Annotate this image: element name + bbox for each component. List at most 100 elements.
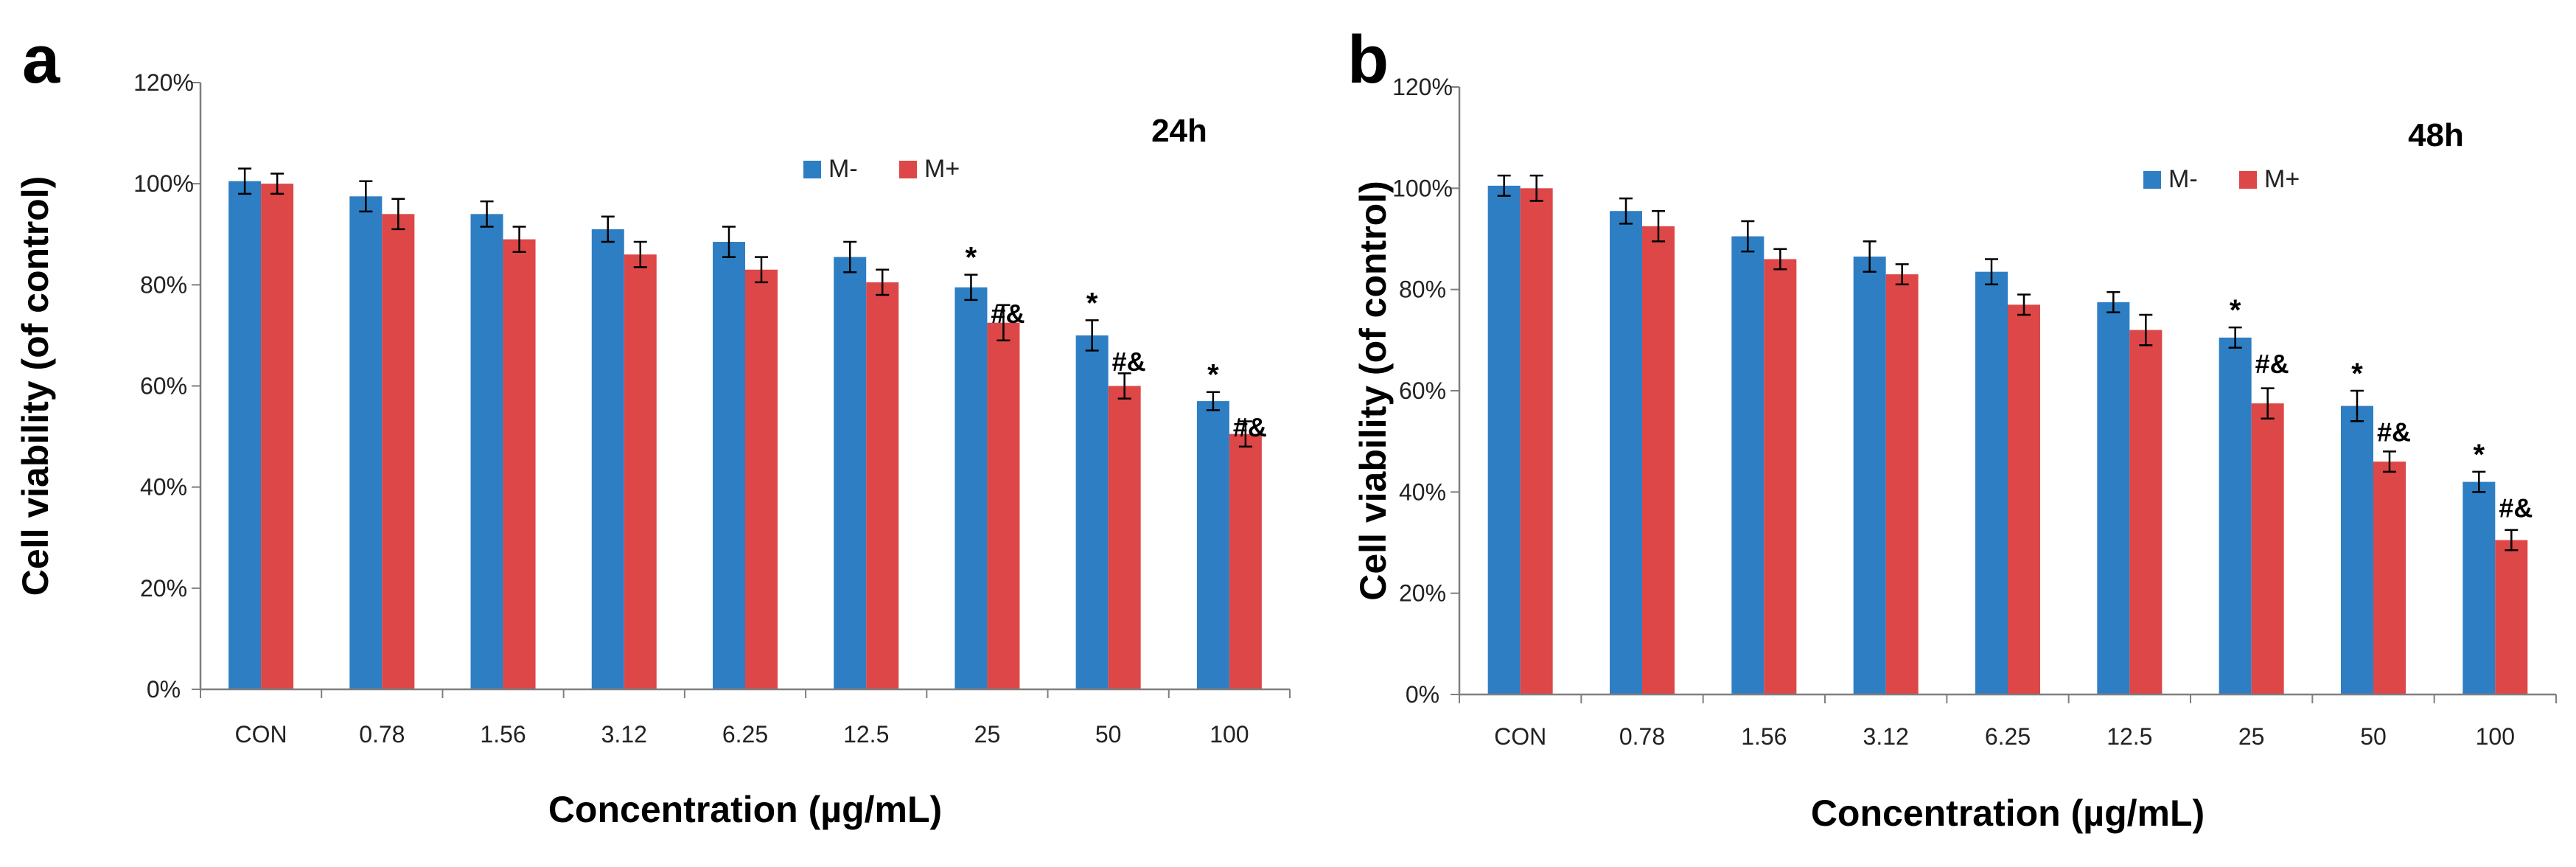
bar-m-plus [2373, 462, 2406, 694]
y-axis-label: Cell viability (of control) [15, 176, 56, 596]
bar-m-plus [1520, 188, 1553, 695]
y-tick-label: 100% [133, 170, 194, 197]
legend-swatch-m-plus [899, 161, 917, 178]
y-tick-label: 40% [140, 474, 187, 501]
bar-m-minus [2097, 302, 2130, 694]
x-tick-label: 50 [1095, 721, 1122, 748]
y-tick-label: 20% [1399, 580, 1446, 607]
bar-m-plus [2129, 330, 2163, 694]
significance-star: * [1207, 359, 1219, 391]
bar-m-minus [2341, 405, 2373, 694]
bar-m-minus [470, 214, 503, 690]
bar-m-minus [2462, 481, 2496, 694]
bar-m-minus [2219, 337, 2252, 694]
y-tick-label: 20% [140, 575, 187, 602]
bar-m-minus [834, 257, 867, 689]
legend-swatch-m-minus [803, 161, 821, 178]
legend-swatch-m-minus [2143, 171, 2161, 189]
bar-m-plus [2495, 540, 2528, 694]
x-tick-label: 1.56 [1741, 723, 1787, 750]
significance-star: * [1086, 287, 1098, 319]
x-tick-label: CON [235, 721, 287, 748]
y-axis-label: Cell viability (of control) [1352, 181, 1394, 600]
x-tick-label: 1.56 [480, 721, 526, 748]
bar-m-plus [1642, 226, 1675, 694]
x-tick-label: 6.25 [722, 721, 768, 748]
bar-m-minus [954, 287, 988, 689]
bar-m-plus [624, 254, 657, 689]
bar-m-plus [1108, 386, 1141, 689]
bar-m-minus [1196, 401, 1229, 689]
bar-m-minus [1610, 211, 1642, 694]
y-tick-label: 120% [133, 69, 194, 96]
panel-label: a [22, 22, 60, 97]
x-tick-label: 0.78 [359, 721, 405, 748]
y-tick-label: 80% [140, 271, 187, 298]
bar-m-minus [1975, 271, 2008, 695]
x-tick-label: 3.12 [1863, 723, 1909, 750]
x-tick-label: 3.12 [601, 721, 647, 748]
bar-m-plus [1885, 274, 1919, 695]
bar-m-plus [866, 282, 899, 689]
significance-hash: #& [991, 299, 1025, 329]
significance-star: * [2351, 358, 2363, 390]
x-tick-label: 0.78 [1619, 723, 1665, 750]
bar-m-minus [1487, 185, 1521, 694]
bar-m-minus [349, 196, 383, 689]
x-tick-label: CON [1494, 723, 1546, 750]
significance-star: * [966, 242, 977, 274]
legend-label: M+ [2264, 165, 2300, 193]
bar-m-plus [2008, 304, 2040, 694]
y-tick-label: 100% [1392, 175, 1453, 201]
x-tick-label: 6.25 [1985, 723, 2031, 750]
y-tick-label: 0% [147, 676, 181, 703]
bar-m-minus [1853, 257, 1886, 694]
time-label: 48h [2408, 117, 2464, 153]
x-tick-label: 100 [1210, 721, 1249, 748]
legend-label: M+ [924, 155, 960, 183]
panel-label: b [1347, 22, 1389, 97]
y-tick-label: 60% [140, 373, 187, 400]
legend-label: M- [2168, 165, 2198, 193]
significance-hash: #& [2255, 349, 2289, 379]
legend-label: M- [828, 155, 858, 183]
x-tick-label: 100 [2476, 723, 2515, 750]
bar-m-plus [382, 214, 415, 690]
bar-m-plus [2251, 403, 2284, 694]
x-tick-label: 12.5 [843, 721, 889, 748]
x-tick-label: 50 [2360, 723, 2387, 750]
bar-m-minus [1731, 236, 1765, 695]
y-tick-label: 120% [1392, 74, 1453, 100]
x-axis-label: Concentration (µg/mL) [1811, 793, 2205, 834]
bar-m-minus [1075, 335, 1109, 689]
bar-m-plus [503, 239, 536, 689]
bar-m-plus [261, 184, 294, 689]
y-tick-label: 80% [1399, 276, 1446, 303]
y-tick-label: 60% [1399, 377, 1446, 404]
x-tick-label: 25 [2238, 723, 2265, 750]
legend-swatch-m-plus [2239, 171, 2257, 189]
y-tick-label: 40% [1399, 478, 1446, 505]
significance-hash: #& [1233, 412, 1267, 442]
time-label: 24h [1151, 113, 1207, 149]
bar-m-plus [1229, 434, 1262, 689]
bar-m-minus [713, 242, 745, 690]
significance-hash: #& [2499, 493, 2533, 523]
chart-panel-b: b Cell viability (of control) Concentratio… [1347, 22, 2557, 834]
bar-m-minus [591, 229, 624, 689]
x-tick-label: 12.5 [2106, 723, 2152, 750]
x-tick-label: 25 [974, 721, 1001, 748]
bar-m-minus [228, 181, 262, 690]
chart-panel-a: a Cell viability (of control) Concentratio… [15, 22, 1291, 830]
x-axis-label: Concentration (µg/mL) [548, 789, 942, 830]
bar-m-plus [1764, 259, 1797, 694]
significance-star: * [2474, 439, 2485, 471]
significance-hash: #& [1112, 347, 1146, 377]
bar-m-plus [987, 322, 1020, 689]
significance-hash: #& [2377, 417, 2411, 448]
significance-star: * [2230, 294, 2241, 327]
y-tick-label: 0% [1406, 681, 1439, 708]
bar-m-plus [745, 269, 778, 690]
